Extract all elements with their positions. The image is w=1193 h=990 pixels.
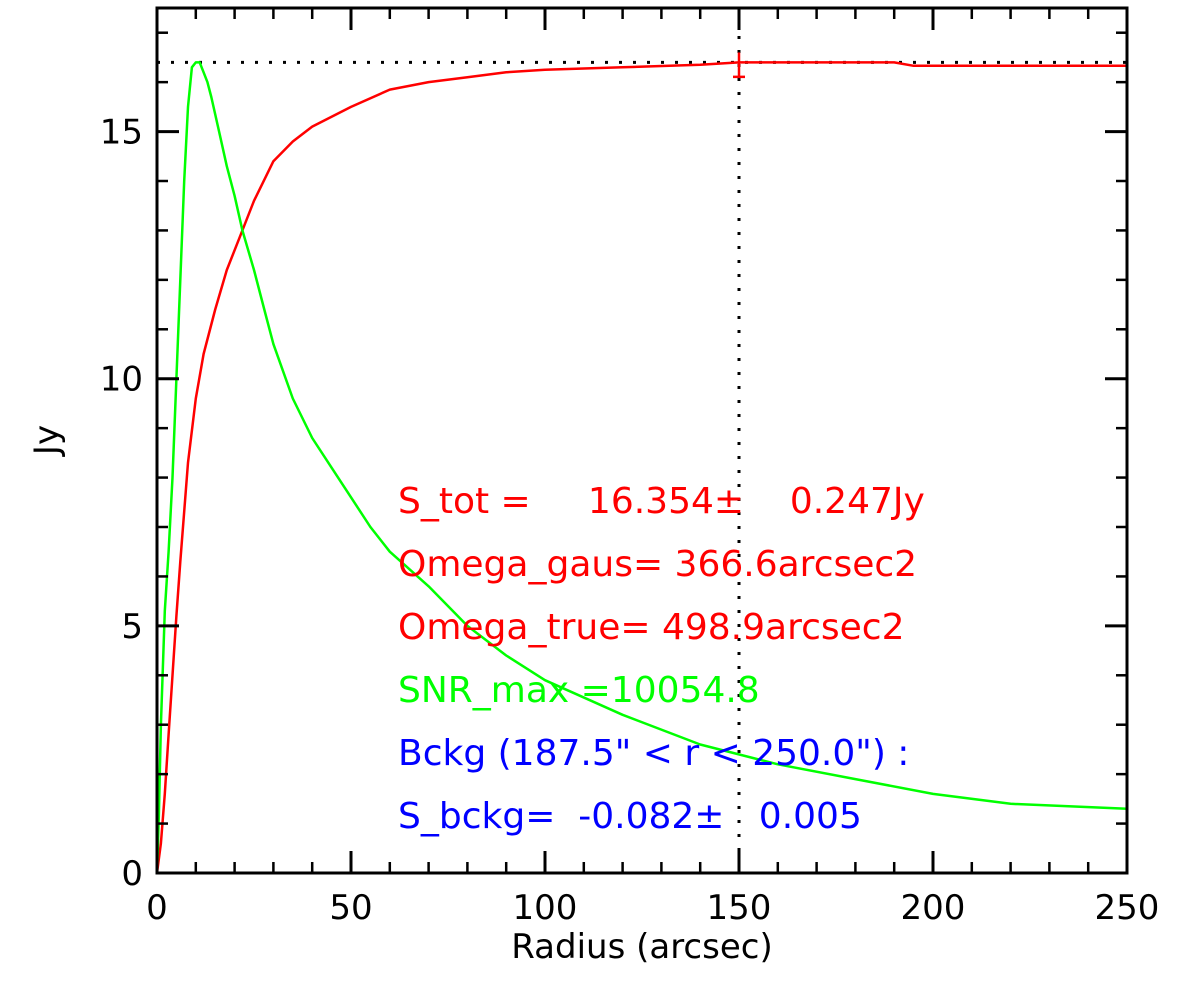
y-tick-label: 5 bbox=[121, 607, 143, 647]
series-line-2 bbox=[155, 61, 1128, 874]
x-tick-label: 250 bbox=[1095, 888, 1160, 928]
plot-frame bbox=[155, 6, 1129, 875]
y-tick-label: 15 bbox=[100, 113, 143, 153]
plot-area bbox=[157, 8, 1127, 873]
tick-labels: 0 50 100 150 200 250 0 5 10 15 bbox=[100, 113, 1160, 928]
annotations: S_tot = 16.354± 0.247Jy Omega_gaus= 366.6… bbox=[398, 481, 925, 837]
x-tick-label: 50 bbox=[329, 888, 372, 928]
annotation-line: Omega_true= 498.9arcsec2 bbox=[398, 607, 904, 648]
x-tick-label: 150 bbox=[707, 888, 772, 928]
annotation-line: S_bckg= -0.082± 0.005 bbox=[398, 796, 862, 837]
y-axis-label: Jy bbox=[27, 425, 67, 457]
y-tick-label: 0 bbox=[121, 854, 143, 894]
x-tick-label: 200 bbox=[901, 888, 966, 928]
x-tick-label: 0 bbox=[146, 888, 168, 928]
x-axis-label: Radius (arcsec) bbox=[511, 927, 772, 967]
annotation-line: Omega_gaus= 366.6arcsec2 bbox=[398, 544, 917, 585]
annotation-line: SNR_max =10054.8 bbox=[398, 670, 760, 711]
x-tick-label: 100 bbox=[513, 888, 578, 928]
y-tick-label: 10 bbox=[100, 360, 143, 400]
annotation-line: S_tot = 16.354± 0.247Jy bbox=[398, 481, 925, 522]
axis-ticks bbox=[155, 8, 1129, 875]
annotation-line: Bckg (187.5" < r < 250.0") : bbox=[398, 733, 909, 774]
series-group bbox=[155, 52, 1128, 874]
